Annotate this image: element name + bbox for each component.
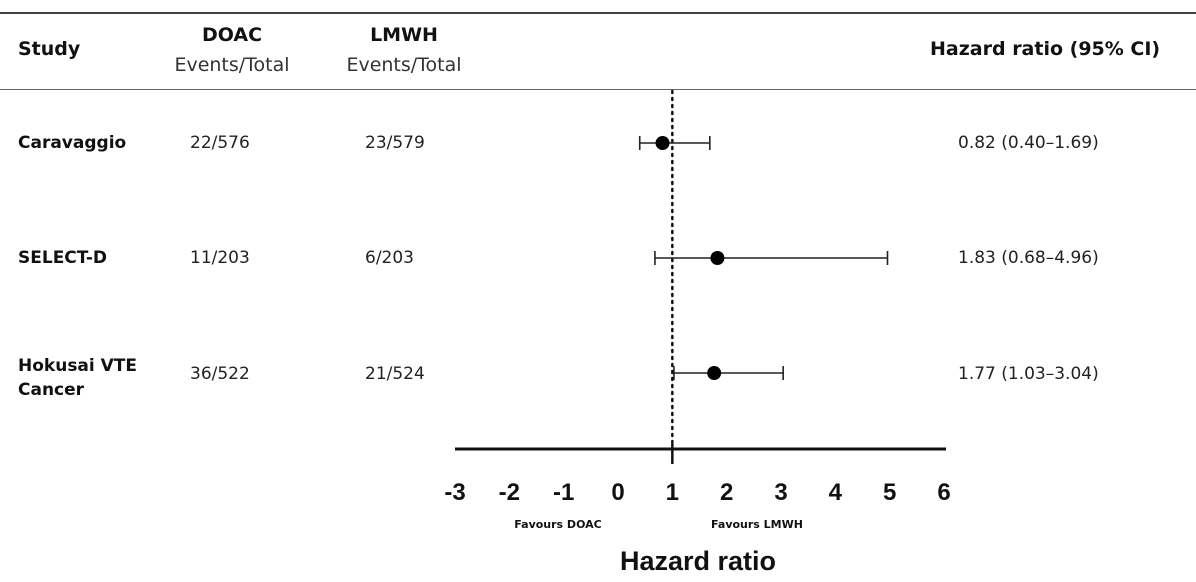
col-header-hazard-ratio: Hazard ratio (95% CI) <box>930 38 1161 60</box>
x-axis-title: Hazard ratio <box>619 546 777 576</box>
doac-events-row-1: 22/576 <box>190 133 250 153</box>
doac-events-row-3: 36/522 <box>190 364 250 384</box>
study-name-line: Cancer <box>18 380 85 400</box>
hr-text-row-1: 0.82 (0.40–1.69) <box>958 133 1099 153</box>
point-estimate <box>707 366 722 380</box>
header-rule <box>0 89 1196 90</box>
col-header-study: Study <box>18 38 81 60</box>
col-header-doac: DOAC <box>201 24 263 46</box>
x-tick-label: 1 <box>666 479 679 506</box>
x-tick-label: -1 <box>553 479 574 506</box>
favours-doac-label: Favours DOAC <box>514 518 602 531</box>
favours-lmwh-label: Favours LMWH <box>711 518 803 531</box>
x-tick-label: 2 <box>720 479 733 506</box>
hr-text-row-3: 1.77 (1.03–3.04) <box>958 364 1099 384</box>
col-header-doac-sub: Events/Total <box>174 54 290 76</box>
x-tick-label: 4 <box>829 479 843 506</box>
top-rule <box>0 12 1196 14</box>
lmwh-events-row-3: 21/524 <box>365 364 425 384</box>
point-estimate <box>655 136 670 150</box>
x-tick-label: 5 <box>883 479 896 506</box>
study-name-row-3: Hokusai VTE Cancer <box>18 354 137 402</box>
point-estimate <box>710 251 725 265</box>
study-name-row-1: Caravaggio <box>18 131 126 155</box>
x-tick-label: 6 <box>937 479 950 506</box>
lmwh-events-row-1: 23/579 <box>365 133 425 153</box>
study-name-line: Hokusai VTE <box>18 356 138 376</box>
study-name-line: Caravaggio <box>18 133 127 153</box>
study-name-line: SELECT-D <box>18 248 108 268</box>
x-tick-label: -3 <box>444 479 465 506</box>
lmwh-events-row-2: 6/203 <box>365 248 414 268</box>
col-header-lmwh-sub: Events/Total <box>346 54 462 76</box>
x-tick-label: -2 <box>499 479 520 506</box>
x-tick-label: 0 <box>611 479 624 506</box>
x-tick-label: 3 <box>774 479 787 506</box>
hr-text-row-2: 1.83 (0.68–4.96) <box>958 248 1099 268</box>
study-name-row-2: SELECT-D <box>18 246 107 270</box>
col-header-lmwh: LMWH <box>370 24 438 46</box>
doac-events-row-2: 11/203 <box>190 248 250 268</box>
